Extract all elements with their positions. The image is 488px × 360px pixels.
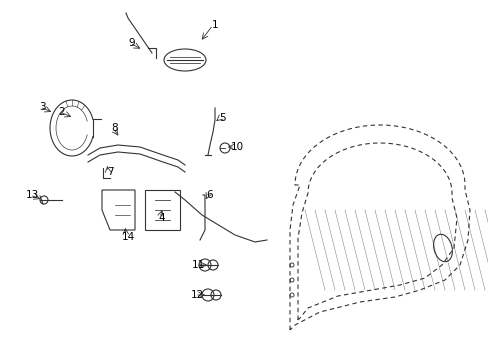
Text: 13: 13 (25, 190, 39, 200)
Text: 8: 8 (111, 123, 118, 133)
Text: 7: 7 (106, 167, 113, 177)
Text: 11: 11 (191, 260, 204, 270)
Text: 2: 2 (59, 107, 65, 117)
Text: 5: 5 (218, 113, 225, 123)
Text: 12: 12 (190, 290, 203, 300)
Text: 1: 1 (211, 20, 218, 30)
Text: 3: 3 (39, 102, 45, 112)
Text: 10: 10 (230, 142, 243, 152)
Text: 9: 9 (128, 38, 135, 48)
Text: 14: 14 (121, 232, 134, 242)
Text: 6: 6 (206, 190, 213, 200)
Text: 4: 4 (159, 213, 165, 223)
